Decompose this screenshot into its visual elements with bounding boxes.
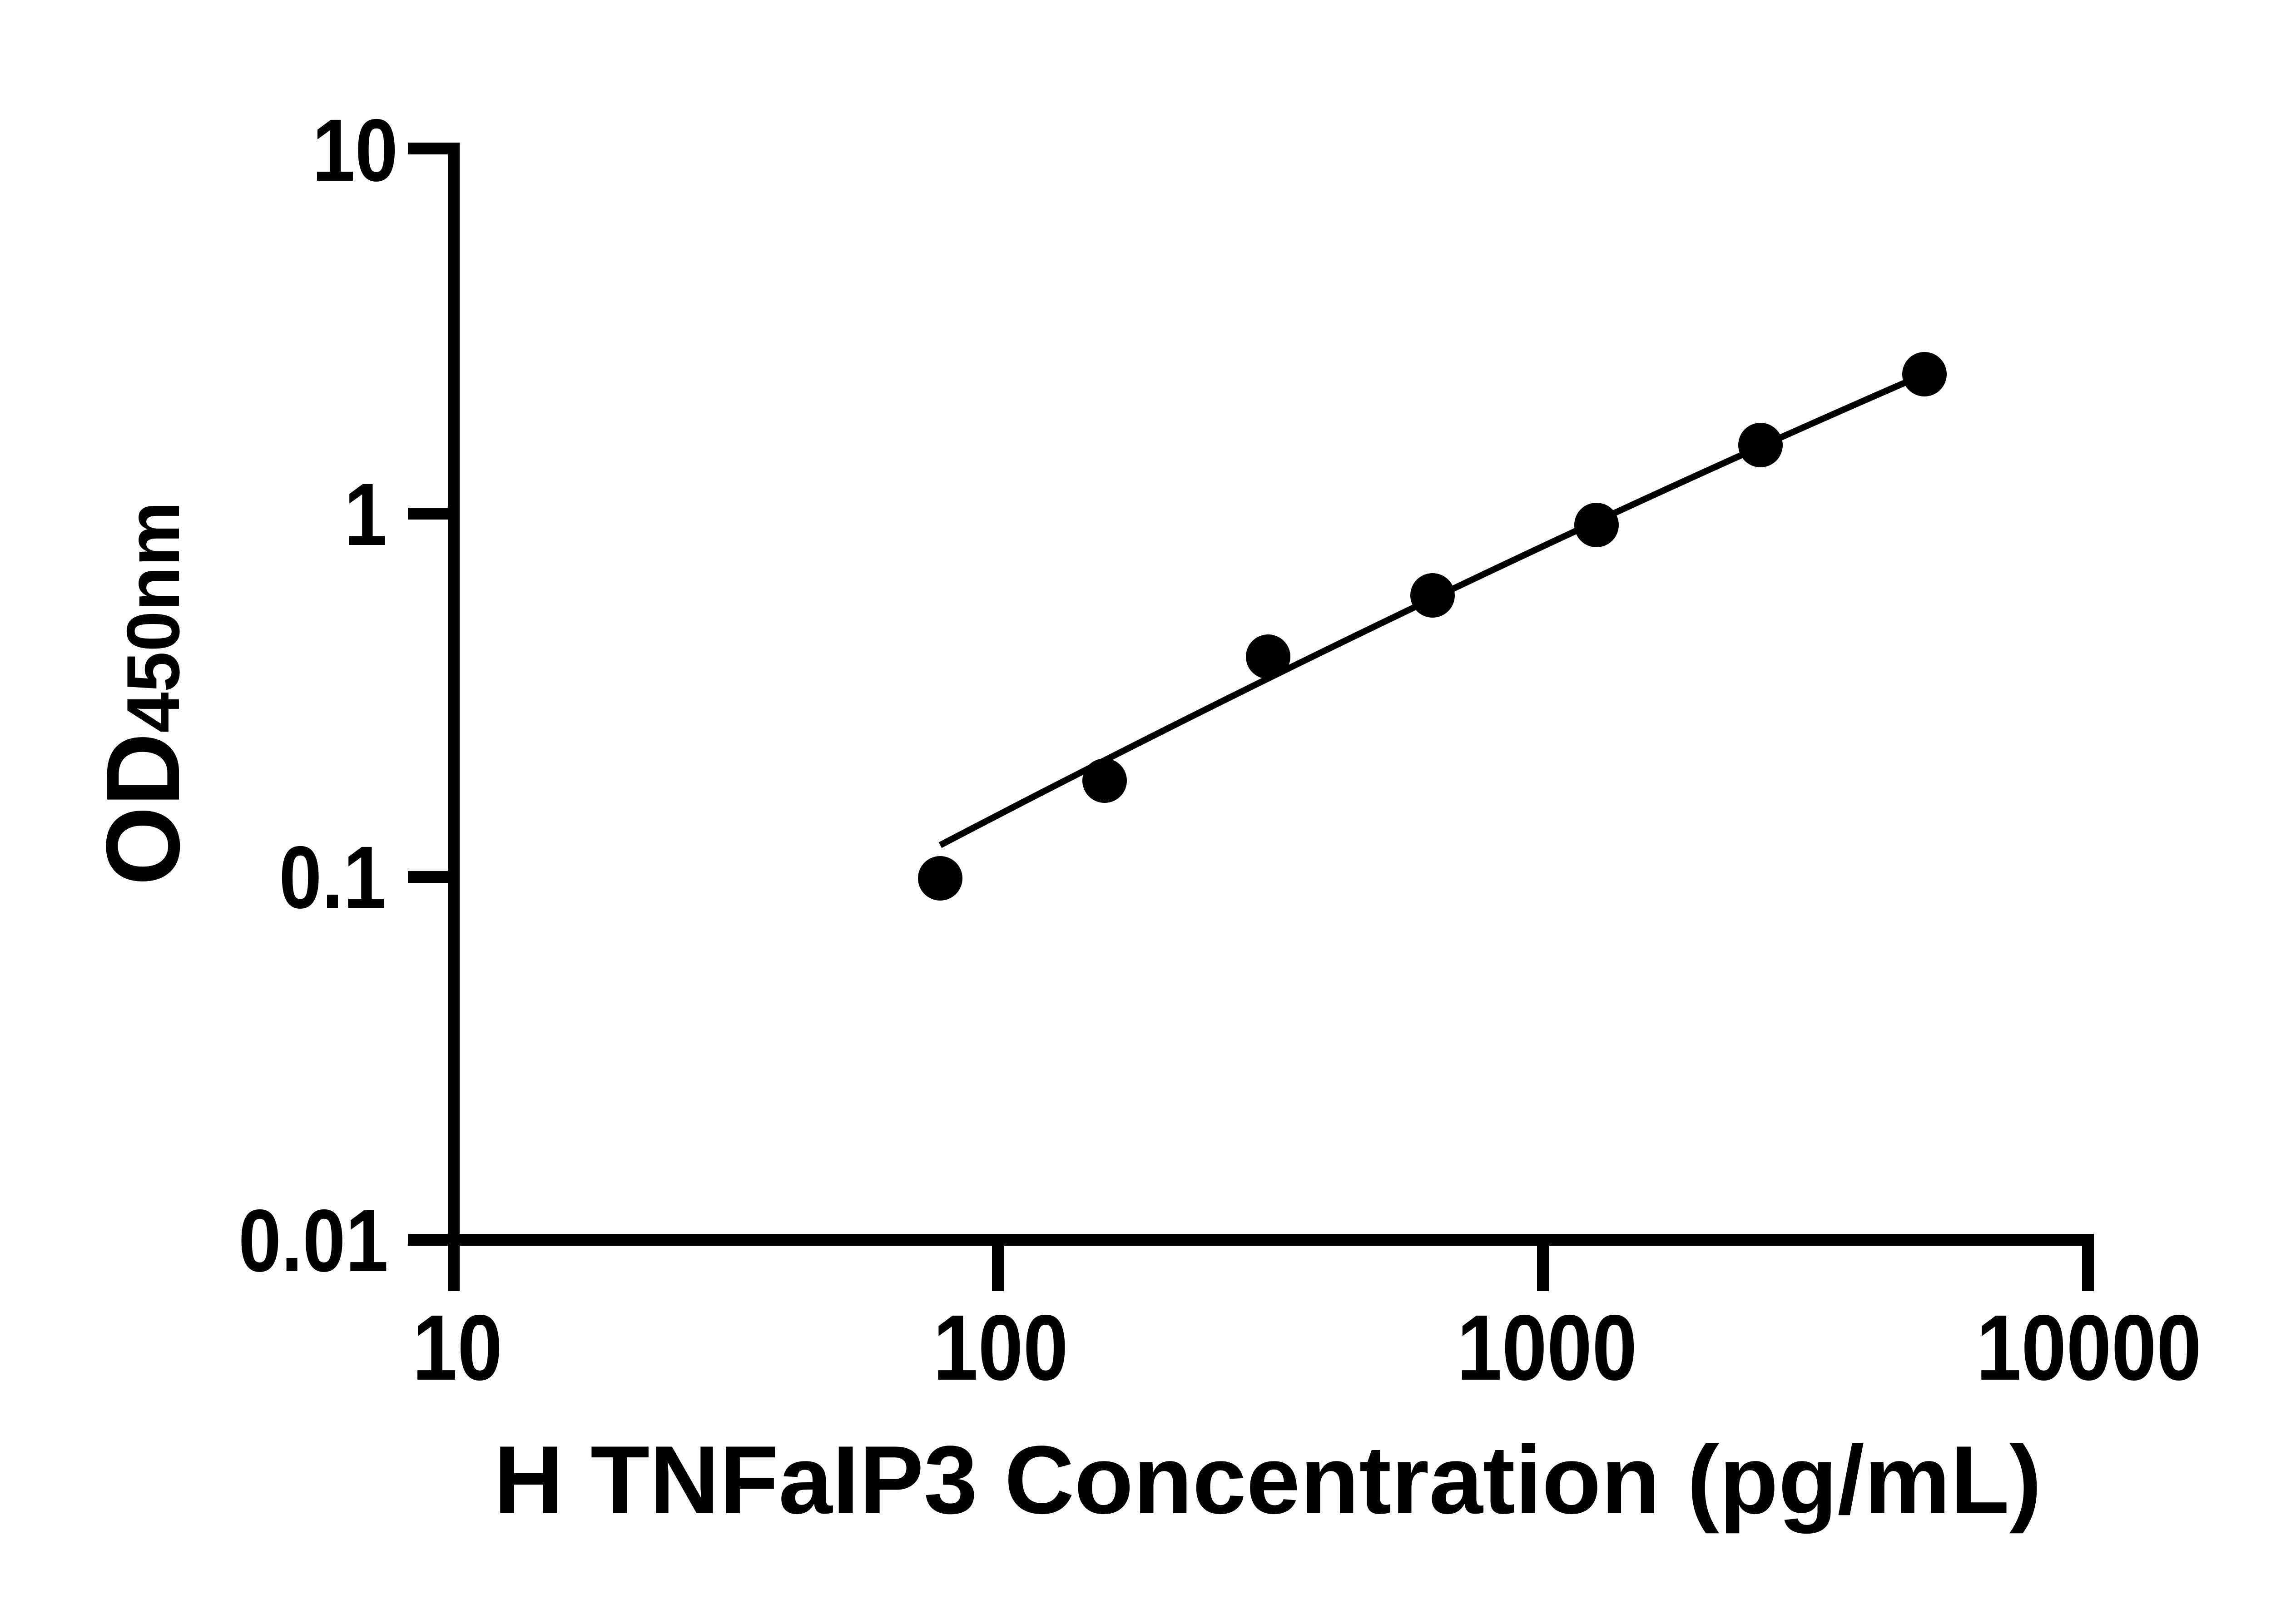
svg-text:10: 10 [412, 1295, 502, 1399]
svg-text:1000: 1000 [1457, 1295, 1637, 1399]
svg-text:100: 100 [933, 1295, 1068, 1399]
svg-text:10: 10 [312, 101, 398, 200]
svg-text:0.1: 0.1 [279, 828, 386, 927]
svg-text:10000: 10000 [1976, 1295, 2202, 1399]
svg-text:1: 1 [344, 465, 387, 564]
svg-text:H TNFaIP3 Concentration (pg/mL: H TNFaIP3 Concentration (pg/mL) [494, 1426, 2042, 1534]
svg-text:0.01: 0.01 [238, 1191, 388, 1290]
